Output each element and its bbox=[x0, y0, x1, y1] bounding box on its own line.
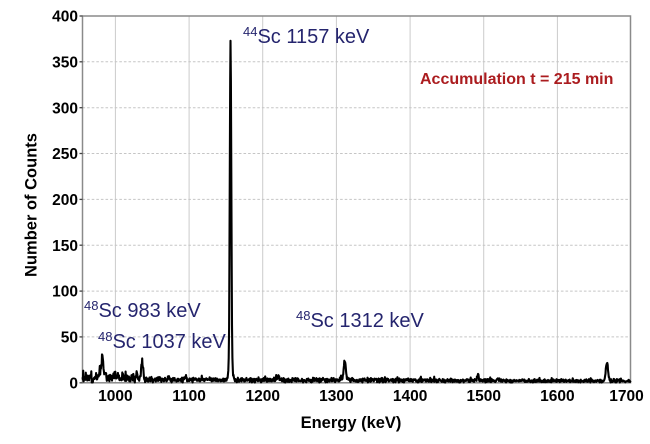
svg-text:300: 300 bbox=[52, 100, 78, 117]
svg-text:350: 350 bbox=[52, 54, 78, 71]
svg-text:48Sc 1037 keV: 48Sc 1037 keV bbox=[98, 329, 227, 353]
svg-text:100: 100 bbox=[52, 284, 78, 301]
svg-text:44Sc 1157 keV: 44Sc 1157 keV bbox=[243, 24, 370, 48]
svg-text:1200: 1200 bbox=[245, 388, 279, 405]
svg-text:1300: 1300 bbox=[319, 388, 353, 405]
svg-text:0: 0 bbox=[69, 375, 78, 392]
svg-text:1600: 1600 bbox=[540, 388, 574, 405]
svg-text:Energy (keV): Energy (keV) bbox=[301, 414, 402, 432]
svg-text:250: 250 bbox=[52, 146, 78, 163]
svg-text:150: 150 bbox=[52, 238, 78, 255]
svg-text:400: 400 bbox=[52, 9, 78, 26]
svg-text:Number of Counts: Number of Counts bbox=[23, 133, 41, 277]
svg-text:1500: 1500 bbox=[466, 388, 500, 405]
svg-text:50: 50 bbox=[61, 330, 78, 347]
svg-text:48Sc 1312 keV: 48Sc 1312 keV bbox=[296, 308, 425, 332]
svg-text:1100: 1100 bbox=[172, 388, 206, 405]
svg-text:1700: 1700 bbox=[609, 388, 643, 405]
svg-text:Accumulation t = 215 min: Accumulation t = 215 min bbox=[420, 71, 613, 88]
svg-text:48Sc 983 keV: 48Sc 983 keV bbox=[84, 298, 201, 322]
svg-text:200: 200 bbox=[52, 192, 78, 209]
svg-text:1000: 1000 bbox=[98, 388, 132, 405]
svg-text:1400: 1400 bbox=[393, 388, 427, 405]
